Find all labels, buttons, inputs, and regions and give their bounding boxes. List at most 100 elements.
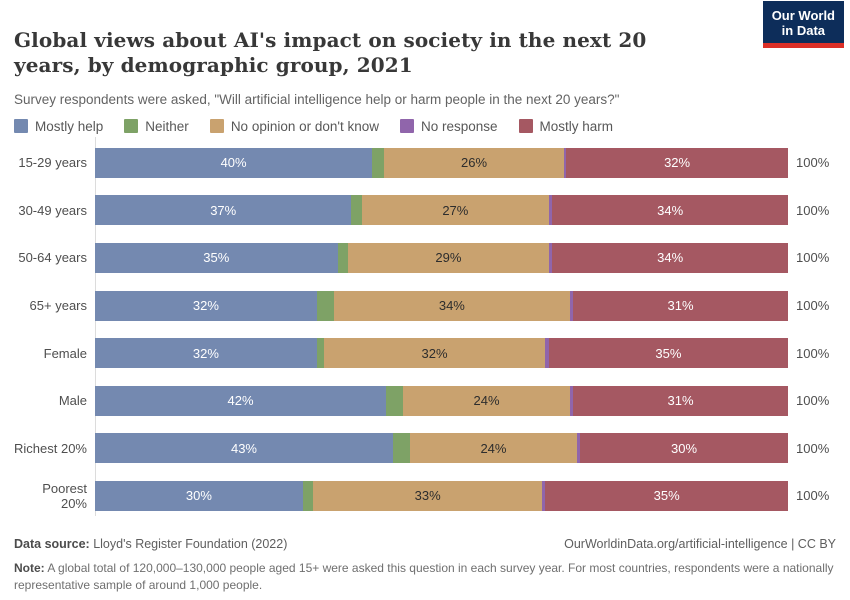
owid-logo[interactable]: Our World in Data [762,1,844,48]
segment-value-label: 24% [473,393,500,409]
segment-value-label: 43% [230,440,257,456]
legend-item-no-response[interactable]: No response [399,119,498,134]
bar-segment-no-opinion-or-don-t-know[interactable]: 33% [313,480,542,511]
segment-value-label: 34% [657,250,684,266]
legend-item-mostly-harm[interactable]: Mostly harm [518,118,614,134]
footnote: Note: A global total of 120,000–130,000 … [14,560,836,594]
legend-item-neither[interactable]: Neither [124,119,189,134]
bar-segment-no-response[interactable] [545,338,549,369]
bar-segment-neither[interactable] [392,433,411,464]
bar-segment-mostly-harm[interactable]: 34% [552,242,788,273]
segment-value-label: 30% [185,488,212,504]
segment-value-label: 42% [227,393,254,409]
row-label: Female [43,345,87,361]
segment-value-label: 29% [435,250,462,266]
stacked-bar: 32% 34% 31% [95,290,788,321]
row-label: Poorest 20% [42,480,87,511]
data-source-text: Lloyd's Register Foundation (2022) [89,536,288,551]
legend-item-no-opinion-or-don-t-know[interactable]: No opinion or don't know [209,119,379,134]
segment-value-label: 35% [653,488,680,504]
bar-segment-mostly-help[interactable]: 37% [95,195,352,226]
row-total-label: 100% [796,488,830,504]
chart-subtitle: Survey respondents were asked, "Will art… [14,91,620,107]
row-label: 50-64 years [18,250,87,266]
legend-label: Mostly harm [539,118,614,134]
chart-row-30-49-years: 30-49 years 37% 27% 34% 100% [14,195,836,226]
chart-header: Global views about AI's impact on societ… [14,0,844,107]
bar-segment-mostly-harm[interactable]: 31% [573,385,788,416]
chart-row-50-64-years: 50-64 years 35% 29% 34% 100% [14,242,836,273]
row-total-label: 100% [796,298,830,314]
segment-value-label: 32% [192,298,219,314]
legend-swatch [518,119,533,134]
chart-footer: Data source: Lloyd's Register Foundation… [14,537,836,594]
bar-segment-neither[interactable] [337,242,348,273]
row-total-label: 100% [796,250,830,266]
segment-value-label: 26% [461,155,488,171]
bar-segment-neither[interactable] [302,480,314,511]
chart-row-15-29-years: 15-29 years 40% 26% 32% 100% [14,147,836,178]
bar-segment-no-response[interactable] [541,480,546,511]
chart-row-65-years: 65+ years 32% 34% 31% 100% [14,290,836,321]
bar-segment-neither[interactable] [372,147,384,178]
bar-segment-mostly-help[interactable]: 35% [95,242,338,273]
bar-segment-no-response[interactable] [548,242,553,273]
bar-segment-no-response[interactable] [564,147,567,178]
segment-value-label: 27% [442,202,469,218]
row-total-label: 100% [796,393,830,409]
row-label: Male [58,393,87,409]
bar-segment-no-response[interactable] [569,385,574,416]
owid-logo-line2: in Data [781,23,826,38]
bar-segment-mostly-harm[interactable]: 30% [580,433,788,464]
stacked-bar: 30% 33% 35% [95,480,788,511]
bar-segment-no-response[interactable] [569,290,574,321]
bar-segment-neither[interactable] [386,385,404,416]
stacked-bar: 32% 32% 35% [95,338,788,369]
bar-segment-no-response[interactable] [576,433,581,464]
bar-segment-mostly-help[interactable]: 32% [95,338,317,369]
bar-segment-no-opinion-or-don-t-know[interactable]: 24% [403,385,570,416]
bar-segment-mostly-help[interactable]: 42% [95,385,387,416]
bar-segment-no-opinion-or-don-t-know[interactable]: 24% [410,433,577,464]
bar-segment-no-opinion-or-don-t-know[interactable]: 32% [323,338,546,369]
bar-segment-neither[interactable] [316,338,324,369]
bar-segment-no-response[interactable] [548,195,553,226]
legend-swatch [14,119,28,134]
footnote-label: Note: [14,560,45,575]
bar-segment-mostly-harm[interactable]: 35% [545,480,788,511]
segment-value-label: 33% [414,488,441,504]
segment-value-label: 24% [480,440,507,456]
row-total-label: 100% [796,440,830,456]
bar-segment-mostly-help[interactable]: 43% [95,433,393,464]
bar-segment-mostly-harm[interactable]: 31% [573,290,788,321]
segment-value-label: 30% [670,440,698,456]
bar-segment-no-opinion-or-don-t-know[interactable]: 26% [383,147,565,178]
legend-swatch [124,119,139,134]
segment-value-label: 37% [210,202,237,218]
bar-segment-mostly-harm[interactable]: 34% [552,195,788,226]
bar-segment-neither[interactable] [351,195,362,226]
segment-value-label: 31% [667,298,694,314]
owid-logo-line1: Our World [771,8,835,23]
bar-segment-mostly-help[interactable]: 40% [95,147,373,178]
bar-segment-mostly-harm[interactable]: 35% [548,338,788,369]
bar-segment-mostly-harm[interactable]: 32% [566,147,788,178]
legend-item-mostly-help[interactable]: Mostly help [14,119,103,134]
stacked-bar: 37% 27% 34% [95,195,788,226]
row-label: 15-29 years [18,155,87,171]
legend-swatch [209,119,224,134]
bar-segment-no-opinion-or-don-t-know[interactable]: 29% [347,242,549,273]
segment-value-label: 35% [655,345,682,361]
bar-segment-mostly-help[interactable]: 30% [95,480,303,511]
chart-rows: 15-29 years 40% 26% 32% 100% 30-49 years 37% 27… [14,147,836,511]
row-total-label: 100% [796,155,830,171]
segment-value-label: 32% [664,155,691,171]
bar-segment-no-opinion-or-don-t-know[interactable]: 27% [361,195,549,226]
legend-swatch [399,119,414,134]
bar-segment-mostly-help[interactable]: 32% [95,290,317,321]
bar-segment-no-opinion-or-don-t-know[interactable]: 34% [334,290,570,321]
segment-value-label: 31% [667,393,694,409]
chart-row-male: Male 42% 24% 31% 100% [14,385,836,416]
bar-segment-neither[interactable] [316,290,335,321]
